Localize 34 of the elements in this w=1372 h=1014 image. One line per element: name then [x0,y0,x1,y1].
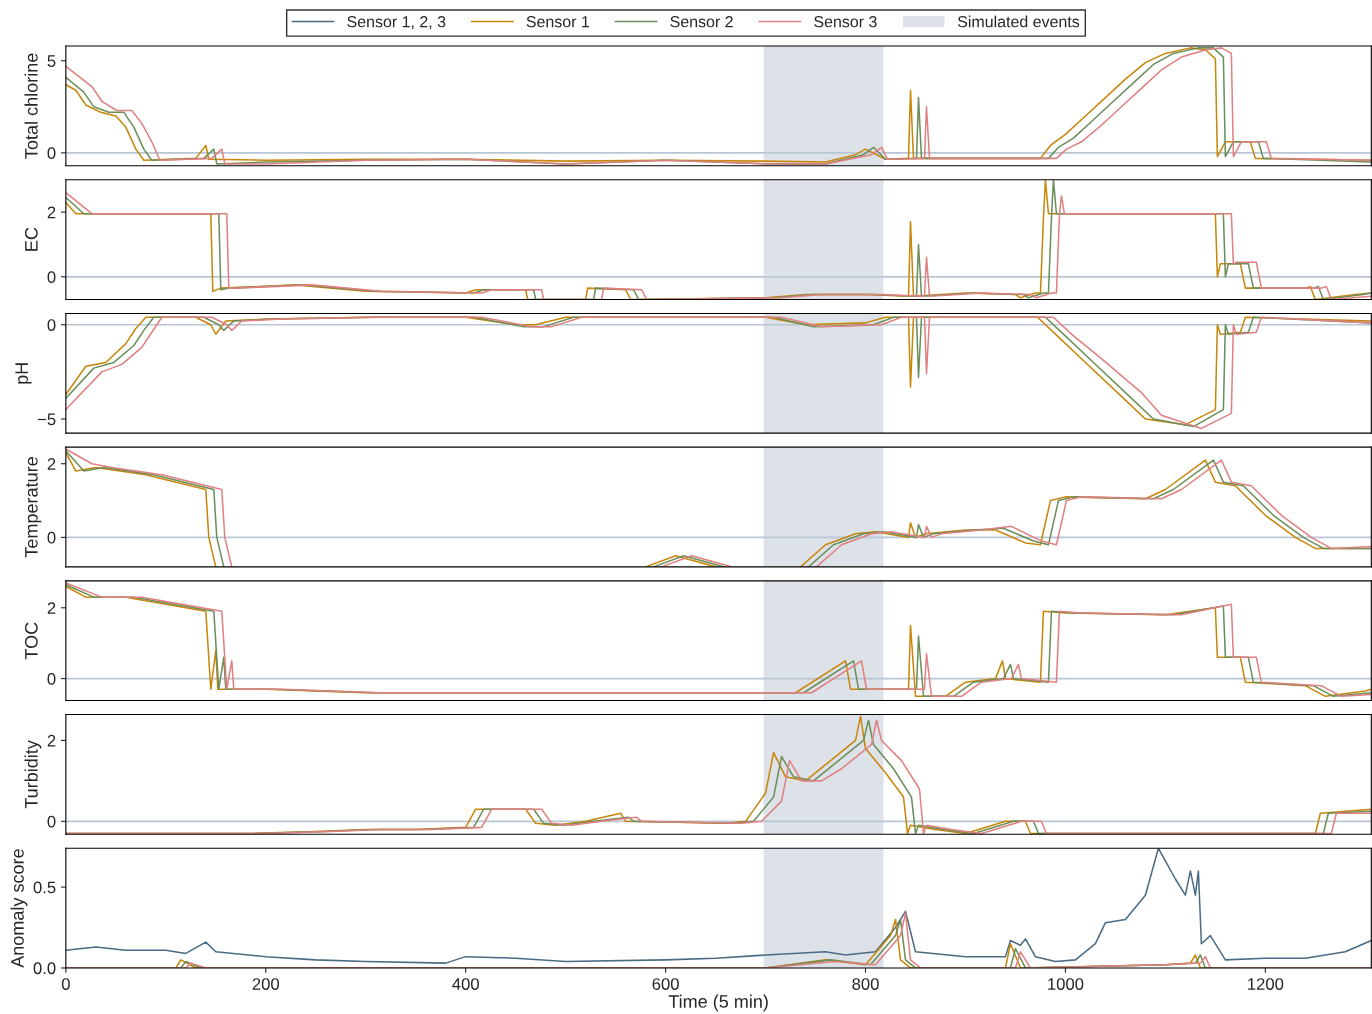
x-axis-title: Time (5 min) [668,994,768,1012]
y-tick-label: 0 [47,147,56,160]
y-axis-title: Anomaly score [10,849,28,968]
legend-label: Sensor 2 [670,16,733,28]
y-tick-label: 0.5 [33,881,56,894]
legend-label: Sensor 3 [814,16,877,28]
legend-label: Sensor 1, 2, 3 [347,16,446,30]
x-tick-label: 1200 [1248,978,1284,990]
legend-label: Sensor 1 [526,16,590,28]
x-tick-label: 1000 [1048,978,1084,990]
y-tick-label: 2 [47,602,56,614]
y-tick-label: 2 [47,734,56,747]
x-tick-label: 0 [61,978,70,990]
x-tick-label: 600 [652,978,679,990]
y-tick-label: 0.0 [33,962,56,975]
x-tick-label: 200 [252,978,280,990]
x-tick-label: 400 [452,978,479,990]
y-tick-label: 0 [47,271,56,283]
y-tick-label: 5 [47,55,56,67]
y-tick-label: 0 [47,673,56,685]
legend-label: Simulated events [957,15,1080,28]
y-axis-title: EC [24,227,38,251]
y-tick-label: 0 [47,319,56,331]
y-axis-title: Total chlorine [24,53,38,159]
y-tick-label: 0 [47,531,56,544]
y-axis-title: TOC [24,622,38,660]
y-axis-title: Turbidity [24,740,42,809]
y-tick-label: 2 [47,206,56,219]
y-tick-label: 2 [47,458,56,470]
y-axis-title: pH [15,363,32,384]
x-tick-label: 800 [852,978,879,990]
y-tick-label: −5 [37,413,56,426]
y-tick-label: 0 [47,815,56,828]
y-axis-title: Temperature [25,457,42,558]
